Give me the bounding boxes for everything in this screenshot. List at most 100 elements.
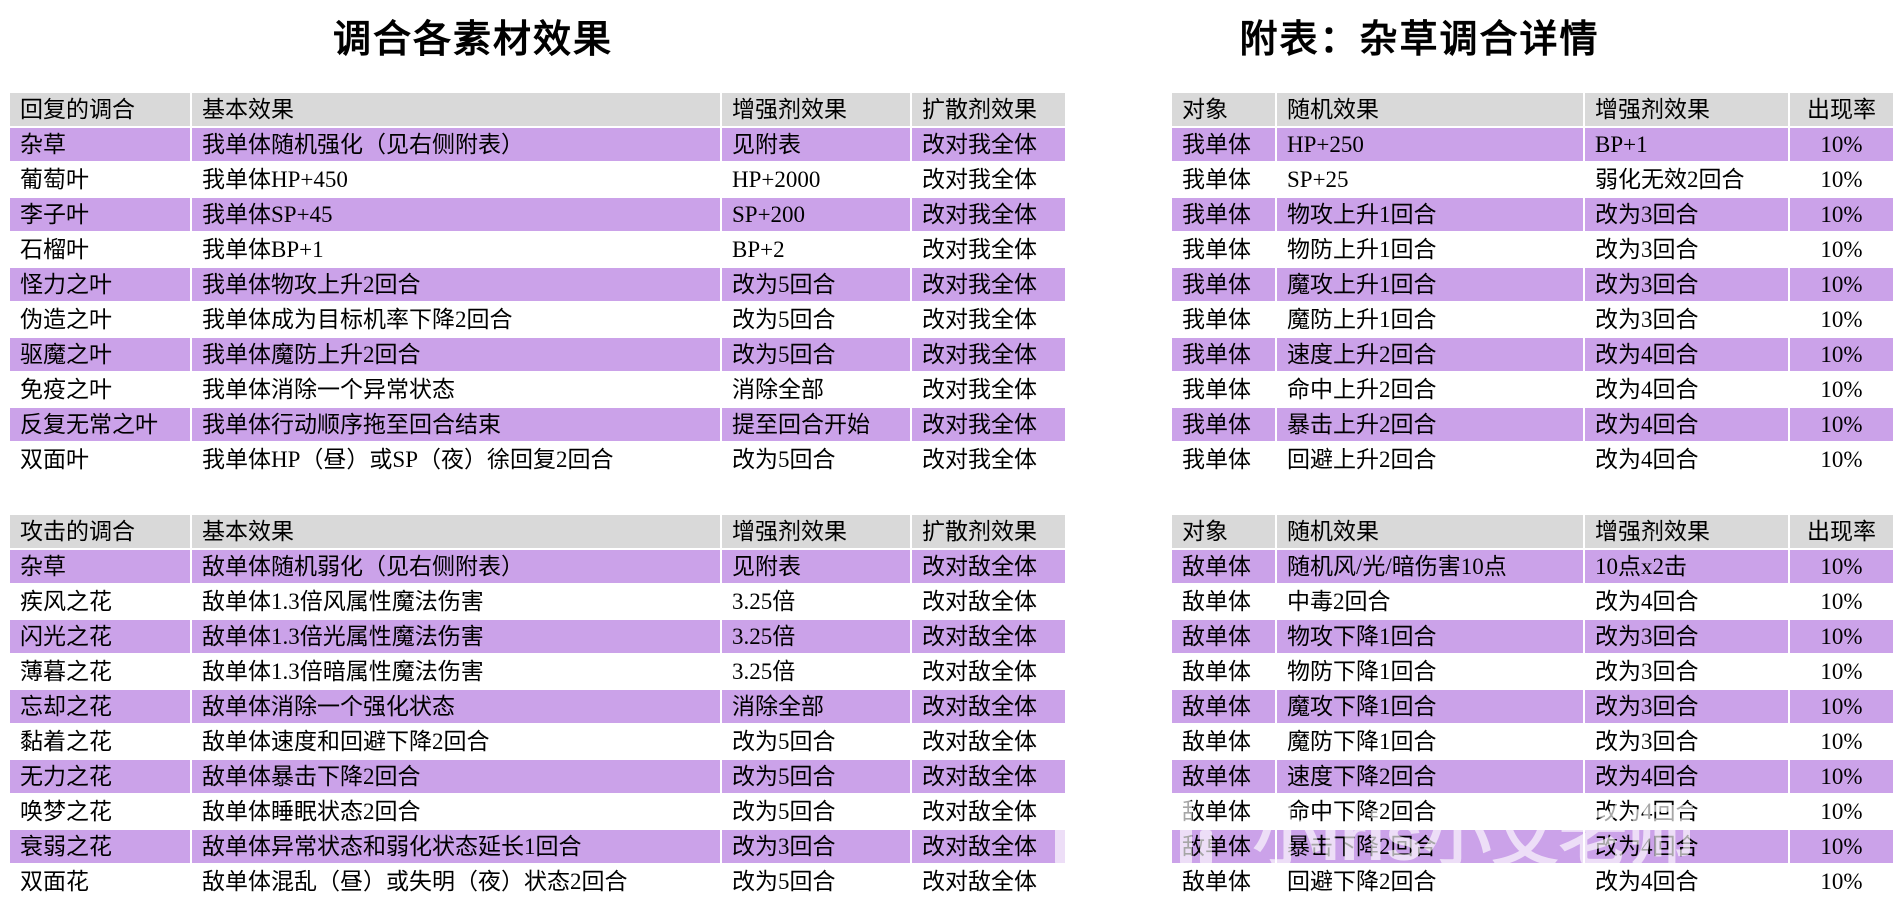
table-cell: 我单体: [1172, 303, 1277, 338]
table-cell: 敌单体暴击下降2回合: [192, 760, 722, 795]
table-cell: 忘却之花: [10, 690, 192, 725]
table-cell: 回避下降2回合: [1277, 865, 1585, 900]
table-cell: 改为4回合: [1585, 338, 1790, 373]
table-cell: 消除全部: [722, 690, 912, 725]
table-row: 我单体 HP+250 BP+1 10%: [1172, 128, 1893, 163]
table-row: 我单体 魔攻上升1回合 改为3回合 10%: [1172, 268, 1893, 303]
table-cell: 魔防上升1回合: [1277, 303, 1585, 338]
table-cell: 怪力之叶: [10, 268, 192, 303]
column-header: 出现率: [1790, 93, 1893, 128]
table-row: 唤梦之花 敌单体睡眠状态2回合 改为5回合 改对敌全体: [10, 795, 1065, 830]
table-cell: 3.25倍: [722, 655, 912, 690]
table-cell: 我单体: [1172, 443, 1277, 478]
table-cell: 10%: [1790, 373, 1893, 408]
table-cell: 改为3回合: [1585, 620, 1790, 655]
table-row: 敌单体 魔攻下降1回合 改为3回合 10%: [1172, 690, 1893, 725]
table-cell: 10%: [1790, 690, 1893, 725]
column-header: 增强剂效果: [722, 515, 912, 550]
table-row: 我单体 回避上升2回合 改为4回合 10%: [1172, 443, 1893, 478]
table-row: 我单体 魔防上升1回合 改为3回合 10%: [1172, 303, 1893, 338]
table-row: 双面叶 我单体HP（昼）或SP（夜）徐回复2回合 改为5回合 改对我全体: [10, 443, 1065, 478]
table-row: 衰弱之花 敌单体异常状态和弱化状态延长1回合 改为3回合 改对敌全体: [10, 830, 1065, 865]
table-cell: 双面叶: [10, 443, 192, 478]
table-cell: 3.25倍: [722, 585, 912, 620]
table-cell: 敌单体: [1172, 585, 1277, 620]
table-cell: 敌单体: [1172, 725, 1277, 760]
table-cell: 改为5回合: [722, 303, 912, 338]
table-cell: 闪光之花: [10, 620, 192, 655]
table-cell: 改为4回合: [1585, 585, 1790, 620]
table-row: 闪光之花 敌单体1.3倍光属性魔法伤害 3.25倍 改对敌全体: [10, 620, 1065, 655]
table-row: 敌单体 命中下降2回合 改为4回合 10%: [1172, 795, 1893, 830]
table-cell: 改对敌全体: [912, 620, 1065, 655]
table-cell: 改为4回合: [1585, 373, 1790, 408]
table-cell: 改为4回合: [1585, 760, 1790, 795]
table-row: 怪力之叶 我单体物攻上升2回合 改为5回合 改对我全体: [10, 268, 1065, 303]
table-row: 我单体 SP+25 弱化无效2回合 10%: [1172, 163, 1893, 198]
table-row: 我单体 物防上升1回合 改为3回合 10%: [1172, 233, 1893, 268]
table-cell: 改对我全体: [912, 303, 1065, 338]
table-cell: 改对我全体: [912, 408, 1065, 443]
table-cell: 10%: [1790, 198, 1893, 233]
table-cell: 改为4回合: [1585, 830, 1790, 865]
header-row: 对象 随机效果 增强剂效果 出现率: [1172, 93, 1893, 128]
table-row: 敌单体 回避下降2回合 改为4回合 10%: [1172, 865, 1893, 900]
column-header: 增强剂效果: [1585, 93, 1790, 128]
table-cell: 改对我全体: [912, 338, 1065, 373]
table-cell: 改为3回合: [1585, 725, 1790, 760]
table-cell: 10%: [1790, 795, 1893, 830]
header-row: 攻击的调合 基本效果 增强剂效果 扩散剂效果: [10, 515, 1065, 550]
table-cell: 改对敌全体: [912, 690, 1065, 725]
table-cell: 石榴叶: [10, 233, 192, 268]
table-cell: 消除全部: [722, 373, 912, 408]
table-row: 杂草 敌单体随机弱化（见右侧附表） 见附表 改对敌全体: [10, 550, 1065, 585]
table-cell: 10%: [1790, 233, 1893, 268]
table-cell: 魔攻下降1回合: [1277, 690, 1585, 725]
table-row: 敌单体 物攻下降1回合 改为3回合 10%: [1172, 620, 1893, 655]
attack-blend-table: 攻击的调合 基本效果 增强剂效果 扩散剂效果 杂草 敌单体随机弱化（见右侧附表） 见附表 改对…: [10, 515, 1065, 900]
table-cell: 黏着之花: [10, 725, 192, 760]
table-cell: BP+1: [1585, 128, 1790, 163]
table-cell: 改对敌全体: [912, 830, 1065, 865]
table-cell: 我单体魔防上升2回合: [192, 338, 722, 373]
column-header: 增强剂效果: [722, 93, 912, 128]
table-cell: HP+2000: [722, 163, 912, 198]
table-cell: 我单体: [1172, 128, 1277, 163]
table-row: 敌单体 暴击下降2回合 改为4回合 10%: [1172, 830, 1893, 865]
table-row: 石榴叶 我单体BP+1 BP+2 改对我全体: [10, 233, 1065, 268]
table-cell: SP+200: [722, 198, 912, 233]
table-cell: 我单体: [1172, 163, 1277, 198]
table-row: 我单体 暴击上升2回合 改为4回合 10%: [1172, 408, 1893, 443]
table-cell: 我单体: [1172, 233, 1277, 268]
table-cell: BP+2: [722, 233, 912, 268]
table-cell: 10%: [1790, 303, 1893, 338]
table-cell: 敌单体1.3倍暗属性魔法伤害: [192, 655, 722, 690]
table-cell: 双面花: [10, 865, 192, 900]
table-cell: 敌单体: [1172, 795, 1277, 830]
table-cell: 我单体消除一个异常状态: [192, 373, 722, 408]
table-cell: 我单体: [1172, 268, 1277, 303]
table-cell: 回避上升2回合: [1277, 443, 1585, 478]
table-row: 我单体 命中上升2回合 改为4回合 10%: [1172, 373, 1893, 408]
table-cell: 改为3回合: [1585, 655, 1790, 690]
weed-recovery-detail-table: 对象 随机效果 增强剂效果 出现率 我单体 HP+250 BP+1 10% 我单体 SP+25 弱化…: [1172, 93, 1893, 478]
table-cell: 物防下降1回合: [1277, 655, 1585, 690]
table-cell: 改为4回合: [1585, 408, 1790, 443]
weed-attack-detail-table: 对象 随机效果 增强剂效果 出现率 敌单体 随机风/光/暗伤害10点 10点x2击 10% 敌单…: [1172, 515, 1893, 900]
table-cell: 杂草: [10, 550, 192, 585]
table-row: 薄暮之花 敌单体1.3倍暗属性魔法伤害 3.25倍 改对敌全体: [10, 655, 1065, 690]
table-cell: 暴击下降2回合: [1277, 830, 1585, 865]
header-row: 对象 随机效果 增强剂效果 出现率: [1172, 515, 1893, 550]
table-row: 伪造之叶 我单体成为目标机率下降2回合 改为5回合 改对我全体: [10, 303, 1065, 338]
table-cell: 改为3回合: [722, 830, 912, 865]
table-row: 双面花 敌单体混乱（昼）或失明（夜）状态2回合 改为5回合 改对敌全体: [10, 865, 1065, 900]
table-cell: 杂草: [10, 128, 192, 163]
table-cell: 我单体BP+1: [192, 233, 722, 268]
table-cell: 10%: [1790, 655, 1893, 690]
column-header: 扩散剂效果: [912, 93, 1065, 128]
table-cell: 敌单体: [1172, 655, 1277, 690]
table-cell: 10%: [1790, 725, 1893, 760]
table-cell: 改为5回合: [722, 268, 912, 303]
table-cell: 敌单体1.3倍光属性魔法伤害: [192, 620, 722, 655]
